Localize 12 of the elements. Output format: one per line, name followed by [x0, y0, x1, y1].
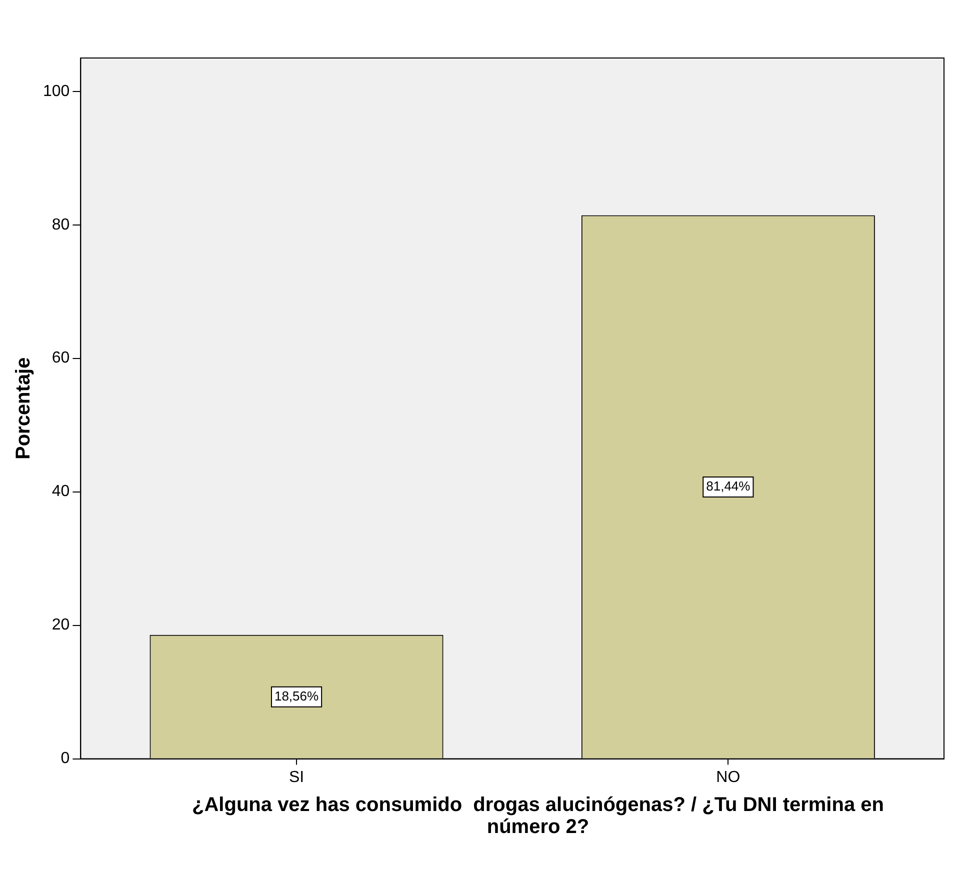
y-tick-label: 60	[52, 350, 70, 367]
data-label: 18,56%	[274, 688, 320, 704]
y-tick-label: 40	[52, 483, 70, 500]
y-tick-label: 0	[60, 750, 70, 768]
x-tick-label: SI	[288, 768, 304, 786]
data-label: 81,44%	[706, 478, 751, 494]
x-tick-label: NO	[716, 768, 740, 786]
y-tick-label: 80	[52, 216, 70, 234]
x-axis-title: ¿Alguna vez has consumido drogas alucinógenas? / ¿Tu DNI termina en número 2?	[191, 794, 885, 838]
y-axis-title: Porcentaje	[12, 357, 35, 460]
y-tick-label: 100	[42, 82, 70, 100]
y-tick-label: 20	[52, 616, 70, 634]
